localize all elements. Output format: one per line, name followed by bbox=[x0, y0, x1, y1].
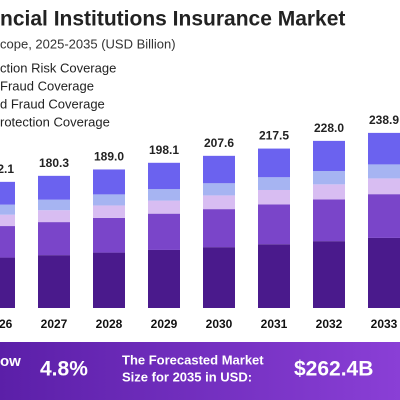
bar-segment bbox=[0, 214, 15, 227]
total-label: 207.6 bbox=[204, 136, 234, 150]
banner-line: The Forecasted Market bbox=[122, 352, 264, 367]
total-label: 189.0 bbox=[94, 150, 124, 164]
bar-segment bbox=[368, 237, 400, 308]
bar-segment bbox=[38, 199, 70, 211]
legend-label: ction Risk Coverage bbox=[0, 60, 116, 75]
total-label: 198.1 bbox=[149, 143, 179, 157]
chart-title: ncial Institutions Insurance Market bbox=[0, 8, 345, 31]
bar-segment bbox=[368, 178, 400, 195]
x-tick-label: 2032 bbox=[316, 317, 343, 331]
total-label: 180.3 bbox=[39, 156, 69, 170]
bar-segment bbox=[203, 195, 235, 210]
x-tick-label: 2029 bbox=[151, 317, 178, 331]
bar-segment bbox=[313, 171, 345, 185]
x-tick-label: 2030 bbox=[206, 317, 233, 331]
x-tick-label: 2033 bbox=[371, 317, 398, 331]
bar-segment bbox=[203, 209, 235, 248]
market-size: $262.4B bbox=[294, 358, 373, 381]
total-label: 217.5 bbox=[259, 129, 289, 143]
x-tick-label: 2026 bbox=[0, 317, 13, 331]
bar-segment bbox=[148, 162, 180, 190]
bar-segment bbox=[313, 241, 345, 308]
legend-label: rotection Coverage bbox=[0, 114, 110, 129]
bar-segment bbox=[38, 210, 70, 223]
bar-segment bbox=[148, 213, 180, 250]
bar-segment bbox=[313, 140, 345, 172]
bar-segment bbox=[203, 155, 235, 184]
bar-segment bbox=[203, 247, 235, 308]
total-label: 238.9 bbox=[369, 113, 399, 127]
bar-segment bbox=[258, 189, 290, 205]
total-label: 172.1 bbox=[0, 162, 14, 176]
legend-label: d Fraud Coverage bbox=[0, 96, 105, 111]
bar-segment bbox=[38, 175, 70, 200]
cagr: 4.8% bbox=[40, 358, 88, 381]
bar-segment bbox=[258, 204, 290, 245]
bar-segment bbox=[148, 189, 180, 201]
bar-segment bbox=[38, 255, 70, 308]
bar-segment bbox=[93, 252, 125, 308]
x-tick-label: 2027 bbox=[41, 317, 68, 331]
bar-segment bbox=[368, 194, 400, 238]
total-label: 228.0 bbox=[314, 121, 344, 135]
bar-segment bbox=[203, 183, 235, 196]
bar-segment bbox=[0, 257, 15, 308]
banner-line: Size for 2035 in USD: bbox=[122, 369, 252, 384]
bar-segment bbox=[93, 217, 125, 253]
bar-segment bbox=[148, 249, 180, 308]
bar-segment bbox=[258, 148, 290, 178]
bar-segment bbox=[313, 199, 345, 242]
bar-segment bbox=[93, 205, 125, 218]
bar-segment bbox=[368, 132, 400, 165]
legend-label: Fraud Coverage bbox=[0, 78, 94, 93]
x-tick-label: 2031 bbox=[261, 317, 288, 331]
bar-segment bbox=[148, 200, 180, 214]
bar-segment bbox=[0, 181, 15, 205]
bar-segment bbox=[368, 164, 400, 179]
banner bbox=[0, 342, 400, 400]
bar-segment bbox=[93, 194, 125, 206]
bar-segment bbox=[0, 204, 15, 215]
chart-subtitle: cope, 2025-2035 (USD Billion) bbox=[0, 36, 176, 51]
x-tick-label: 2028 bbox=[96, 317, 123, 331]
bar-segment bbox=[258, 244, 290, 308]
banner-left: ow bbox=[0, 353, 21, 370]
bar-segment bbox=[0, 226, 15, 258]
bar-segment bbox=[258, 177, 290, 190]
bar-segment bbox=[38, 222, 70, 256]
bar-segment bbox=[313, 184, 345, 200]
bar-segment bbox=[93, 169, 125, 195]
